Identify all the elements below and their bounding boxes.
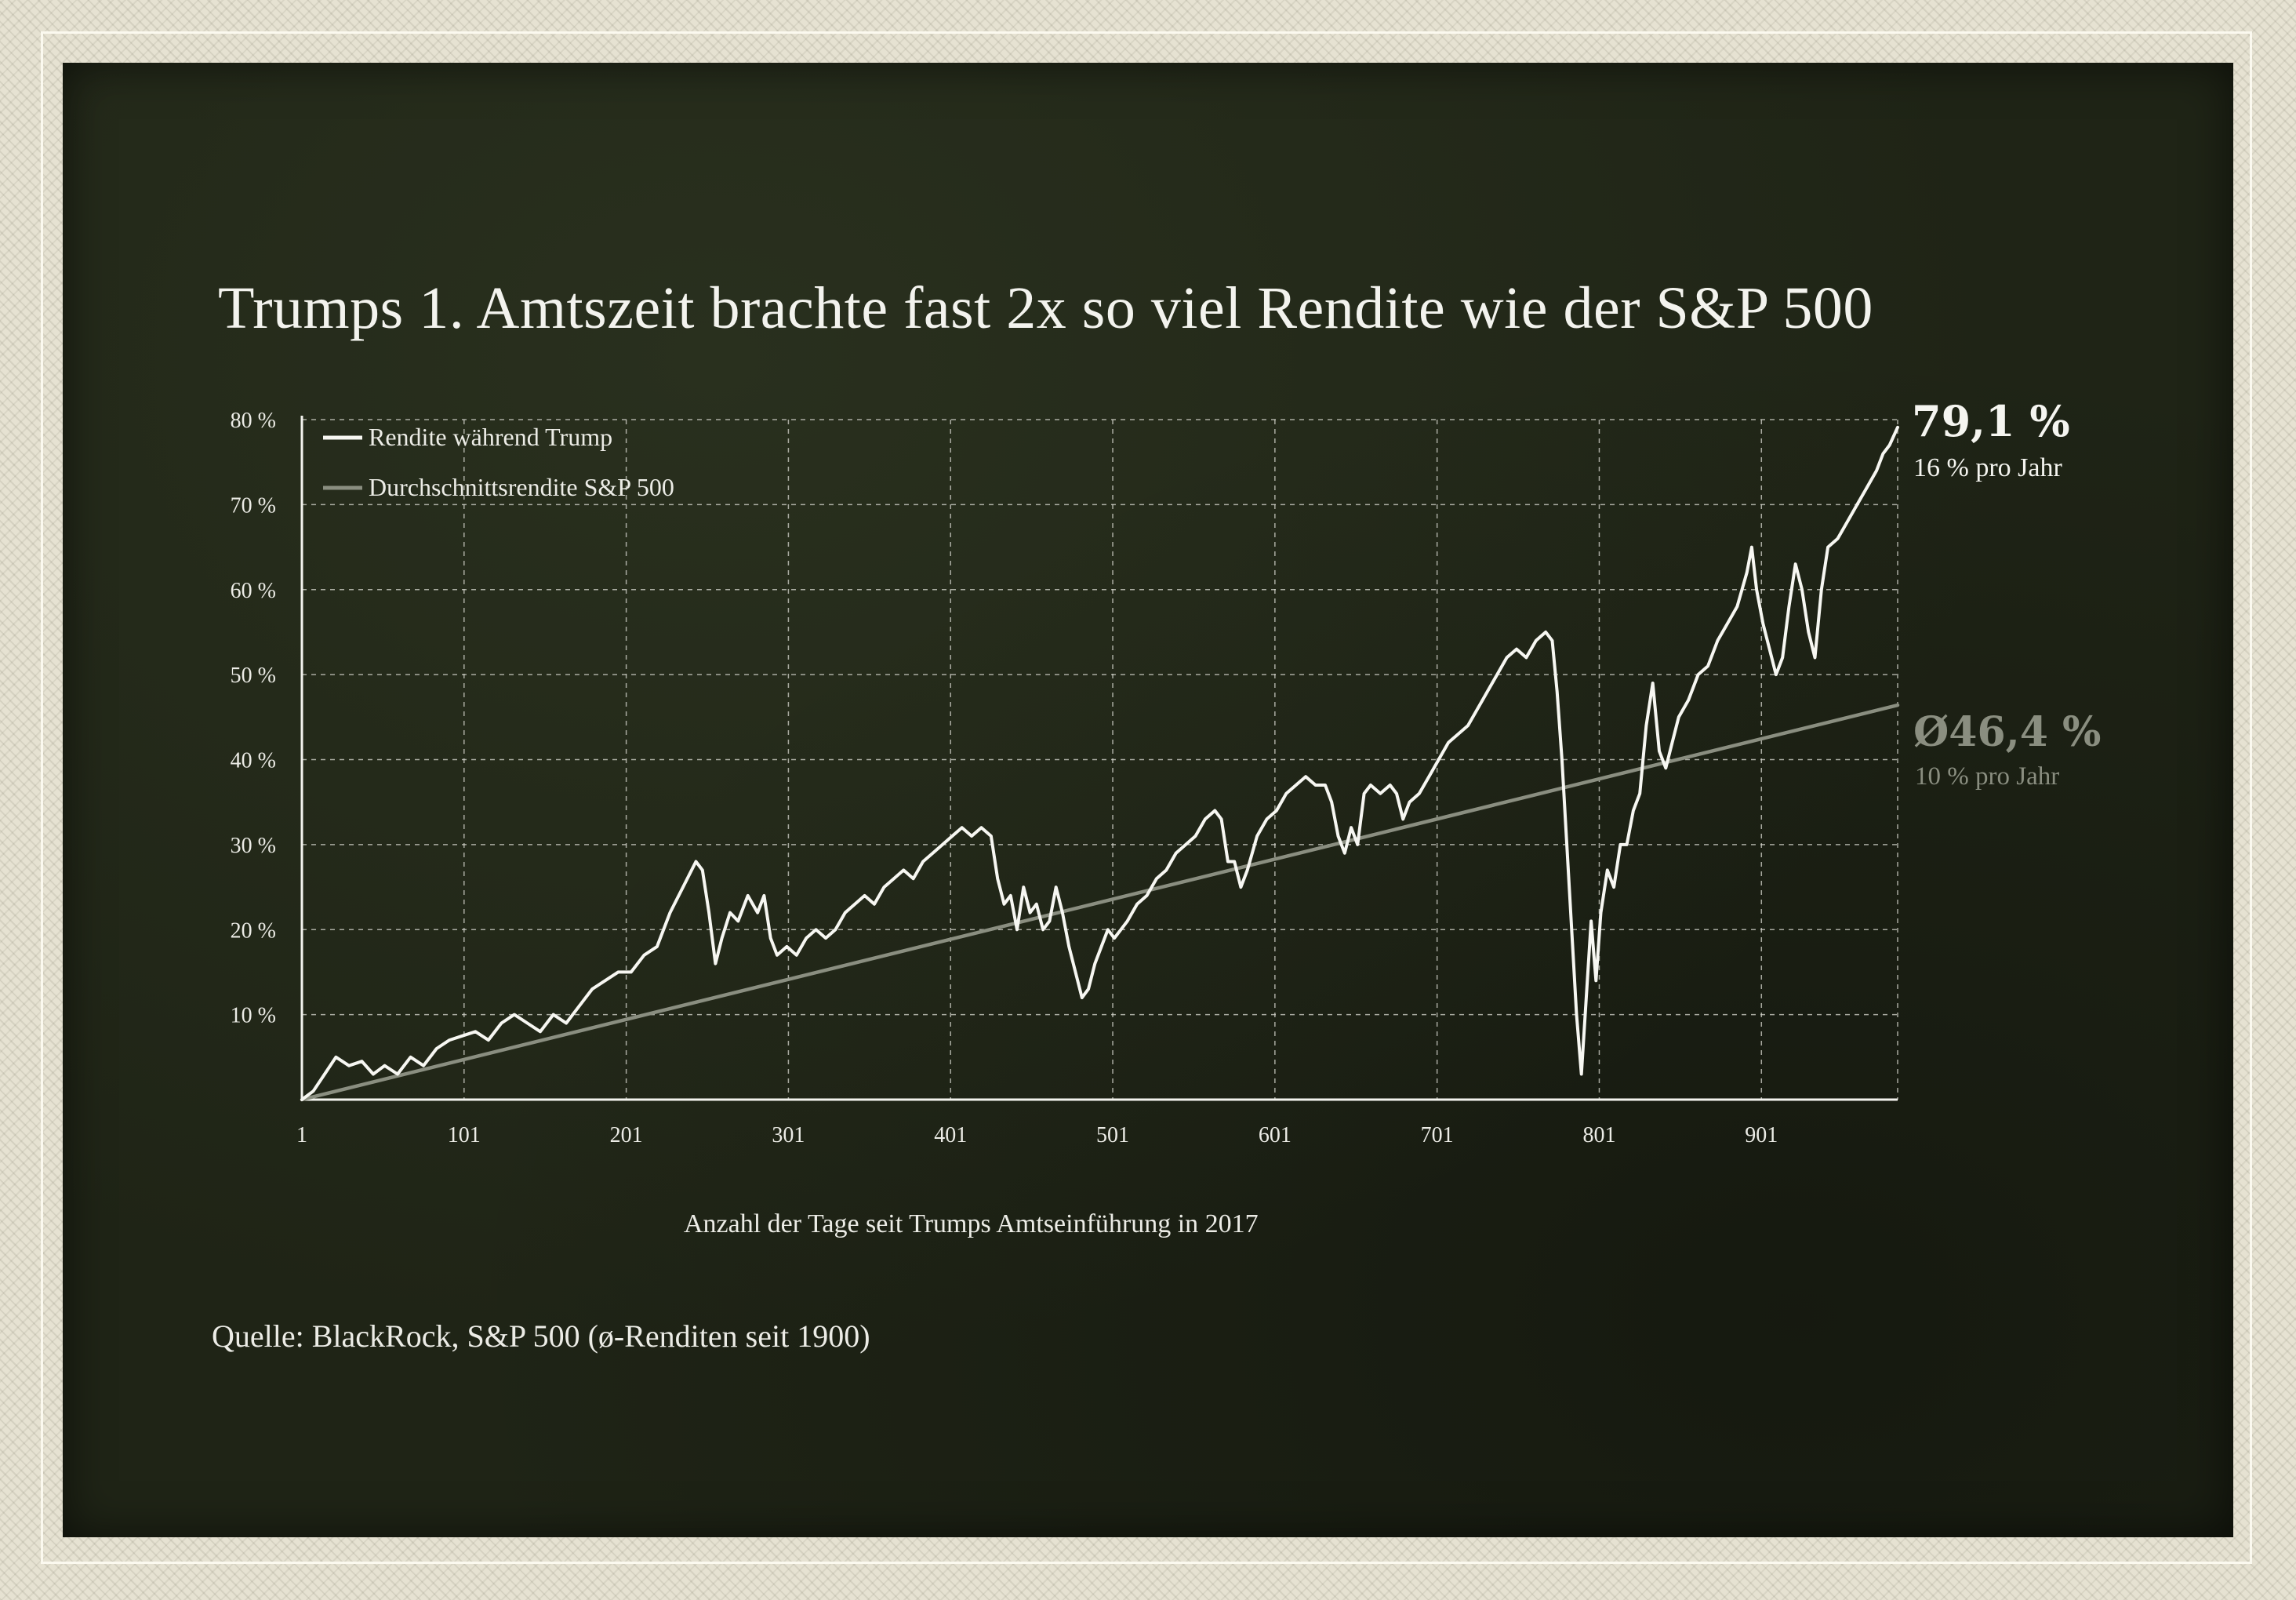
series-lines [300,425,1900,1102]
average-return-per-year: 10 % pro Jahr [1915,762,2060,791]
average-return-line [300,703,1900,1102]
x-tick-label: 601 [1259,1123,1292,1147]
y-tick-label: 70 % [231,493,276,518]
x-tick-label: 501 [1096,1123,1129,1147]
x-tick-label: 901 [1745,1123,1778,1147]
legend: Rendite während Trump Durchschnittsrendit… [323,423,674,501]
x-tick-label: 801 [1582,1123,1615,1147]
y-tick-label: 20 % [231,918,276,943]
chalkboard-background [63,63,2233,1537]
source-note: Quelle: BlackRock, S&P 500 (ø-Renditen s… [212,1318,870,1354]
chart-title: Trumps 1. Amtszeit brachte fast 2x so vi… [218,275,1873,341]
y-tick-label: 80 % [231,409,276,433]
trump-return-per-year: 16 % pro Jahr [1913,453,2062,482]
x-tick-label: 301 [772,1123,805,1147]
trump-return-value: 79,1 % [1912,396,2070,446]
trump-return-line [300,425,1899,1101]
average-return-value: Ø46,4 % [1913,708,2102,756]
y-tick-label: 30 % [231,834,276,858]
x-tick-label: 201 [610,1123,643,1147]
x-tick-label: 701 [1421,1123,1454,1147]
y-tick-label: 10 % [231,1004,276,1028]
legend-label-average: Durchschnittsrendite S&P 500 [369,473,674,501]
axes [300,416,1898,1101]
y-axis-ticks: 10 % 20 % 30 % 40 % 50 % 60 % 70 % 80 % [231,409,276,1028]
y-tick-label: 50 % [231,664,276,688]
x-tick-label: 401 [934,1123,967,1147]
y-tick-label: 40 % [231,749,276,773]
x-axis-label: Anzahl der Tage seit Trumps Amtseinführu… [684,1209,1259,1238]
x-tick-label: 101 [448,1123,481,1147]
x-axis-ticks: 1 101 201 301 401 501 601 701 801 901 [296,1123,1778,1147]
legend-label-trump: Rendite während Trump [369,423,612,451]
x-tick-label: 1 [296,1123,307,1147]
frame-border [41,31,2252,1564]
y-tick-label: 60 % [231,579,276,603]
grid-lines [302,419,1898,1100]
